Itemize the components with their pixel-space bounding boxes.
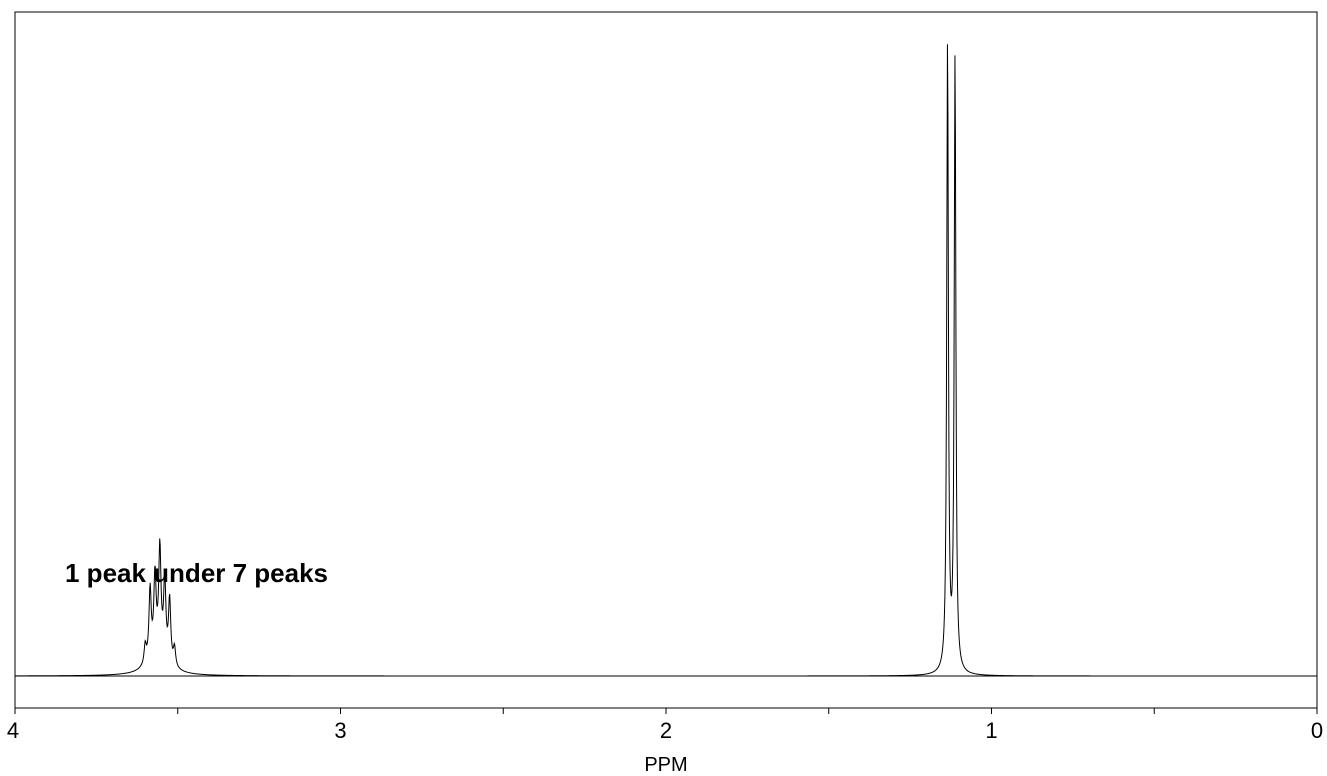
spectrum-line bbox=[15, 44, 1317, 677]
x-tick-label: 3 bbox=[334, 718, 346, 743]
x-tick-label: 4 bbox=[7, 718, 19, 743]
x-tick-label: 0 bbox=[1311, 718, 1323, 743]
x-axis-ticks: 4 3 2 1 0 bbox=[7, 708, 1323, 743]
plot-border bbox=[14, 11, 1318, 709]
x-axis-label: PPM bbox=[644, 754, 687, 776]
x-tick-label: 2 bbox=[660, 718, 672, 743]
x-tick-label: 1 bbox=[985, 718, 997, 743]
annotation-label: 1 peak under 7 peaks bbox=[65, 558, 328, 588]
